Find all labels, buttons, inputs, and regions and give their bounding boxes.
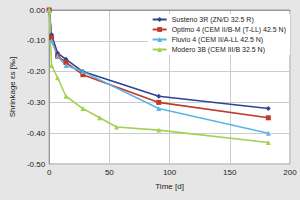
svg-text:Optimo 4 (CEM II/B-M (T-LL) 42: Optimo 4 (CEM II/B-M (T-LL) 42.5 N) [172,26,286,34]
svg-text:Modero 3B (CEM III/B 32.5 N): Modero 3B (CEM III/B 32.5 N) [172,46,265,54]
svg-text:Shrinkage εs [‰]: Shrinkage εs [‰] [8,57,17,117]
svg-text:Susteno 3R (ZN/D 32.5 R): Susteno 3R (ZN/D 32.5 R) [172,16,254,24]
svg-text:-0.10: -0.10 [27,36,46,45]
svg-text:Time [d]: Time [d] [155,182,184,191]
svg-text:100: 100 [163,168,177,177]
svg-text:-0.50: -0.50 [27,160,46,169]
svg-text:-0.20: -0.20 [27,67,46,76]
svg-text:0: 0 [47,168,52,177]
svg-text:Fluvio 4 (CEM II/A-LL 42.5 N): Fluvio 4 (CEM II/A-LL 42.5 N) [172,36,264,44]
svg-text:-0.40: -0.40 [27,129,46,138]
svg-text:0.00: 0.00 [30,6,46,15]
svg-text:-0.30: -0.30 [27,98,46,107]
svg-text:50: 50 [105,168,114,177]
svg-text:200: 200 [283,168,297,177]
svg-text:150: 150 [223,168,237,177]
